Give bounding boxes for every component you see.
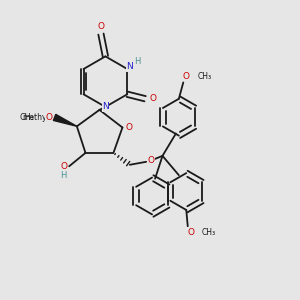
Text: O: O (44, 113, 52, 122)
Text: H: H (134, 57, 141, 66)
Text: O: O (125, 123, 133, 132)
Text: O: O (187, 228, 194, 237)
Text: CH₃: CH₃ (202, 228, 216, 237)
Polygon shape (53, 114, 77, 126)
Text: N: N (102, 102, 109, 111)
Text: CH₃: CH₃ (20, 113, 34, 122)
Text: H: H (61, 171, 67, 180)
Text: O: O (147, 156, 154, 165)
Text: O: O (150, 94, 157, 103)
Text: CH₃: CH₃ (197, 72, 212, 81)
Text: O: O (45, 113, 52, 122)
Text: O: O (183, 72, 190, 81)
Text: N: N (126, 62, 133, 71)
Text: O: O (60, 162, 67, 171)
Text: methyl: methyl (22, 113, 49, 122)
Text: O: O (98, 22, 104, 31)
